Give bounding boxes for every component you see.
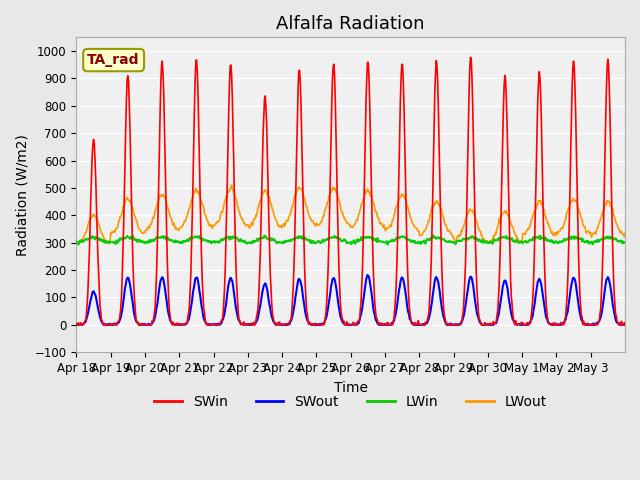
Y-axis label: Radiation (W/m2): Radiation (W/m2) <box>15 134 29 256</box>
Text: TA_rad: TA_rad <box>88 53 140 67</box>
X-axis label: Time: Time <box>333 381 368 395</box>
Title: Alfalfa Radiation: Alfalfa Radiation <box>276 15 425 33</box>
Legend: SWin, SWout, LWin, LWout: SWin, SWout, LWin, LWout <box>148 389 553 415</box>
